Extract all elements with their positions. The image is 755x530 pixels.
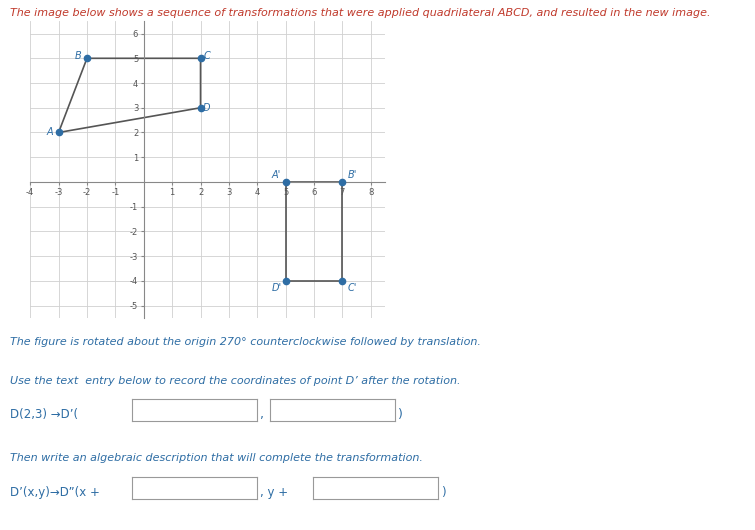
Text: The figure is rotated about the origin 270° counterclockwise followed by transla: The figure is rotated about the origin 2…: [10, 337, 481, 347]
Text: ): ): [398, 409, 402, 421]
Text: ): ): [441, 487, 445, 499]
Text: D’(x,y)→D”(x +: D’(x,y)→D”(x +: [10, 487, 100, 499]
Text: D: D: [203, 103, 211, 113]
Text: Use the text  entry below to record the coordinates of point D’ after the rotati: Use the text entry below to record the c…: [10, 376, 461, 386]
Text: , y +: , y +: [260, 487, 288, 499]
Text: A: A: [46, 128, 53, 137]
Text: D(2,3) →D’(: D(2,3) →D’(: [10, 409, 78, 421]
Text: C: C: [203, 51, 210, 61]
Text: C': C': [348, 283, 357, 293]
Text: D': D': [272, 283, 282, 293]
Text: The image below shows a sequence of transformations that were applied quadrilate: The image below shows a sequence of tran…: [10, 8, 710, 18]
Text: B: B: [75, 51, 82, 61]
Text: Then write an algebraic description that will complete the transformation.: Then write an algebraic description that…: [10, 453, 423, 463]
Text: ,: ,: [260, 409, 263, 421]
Text: A': A': [272, 170, 281, 180]
Text: B': B': [348, 170, 357, 180]
